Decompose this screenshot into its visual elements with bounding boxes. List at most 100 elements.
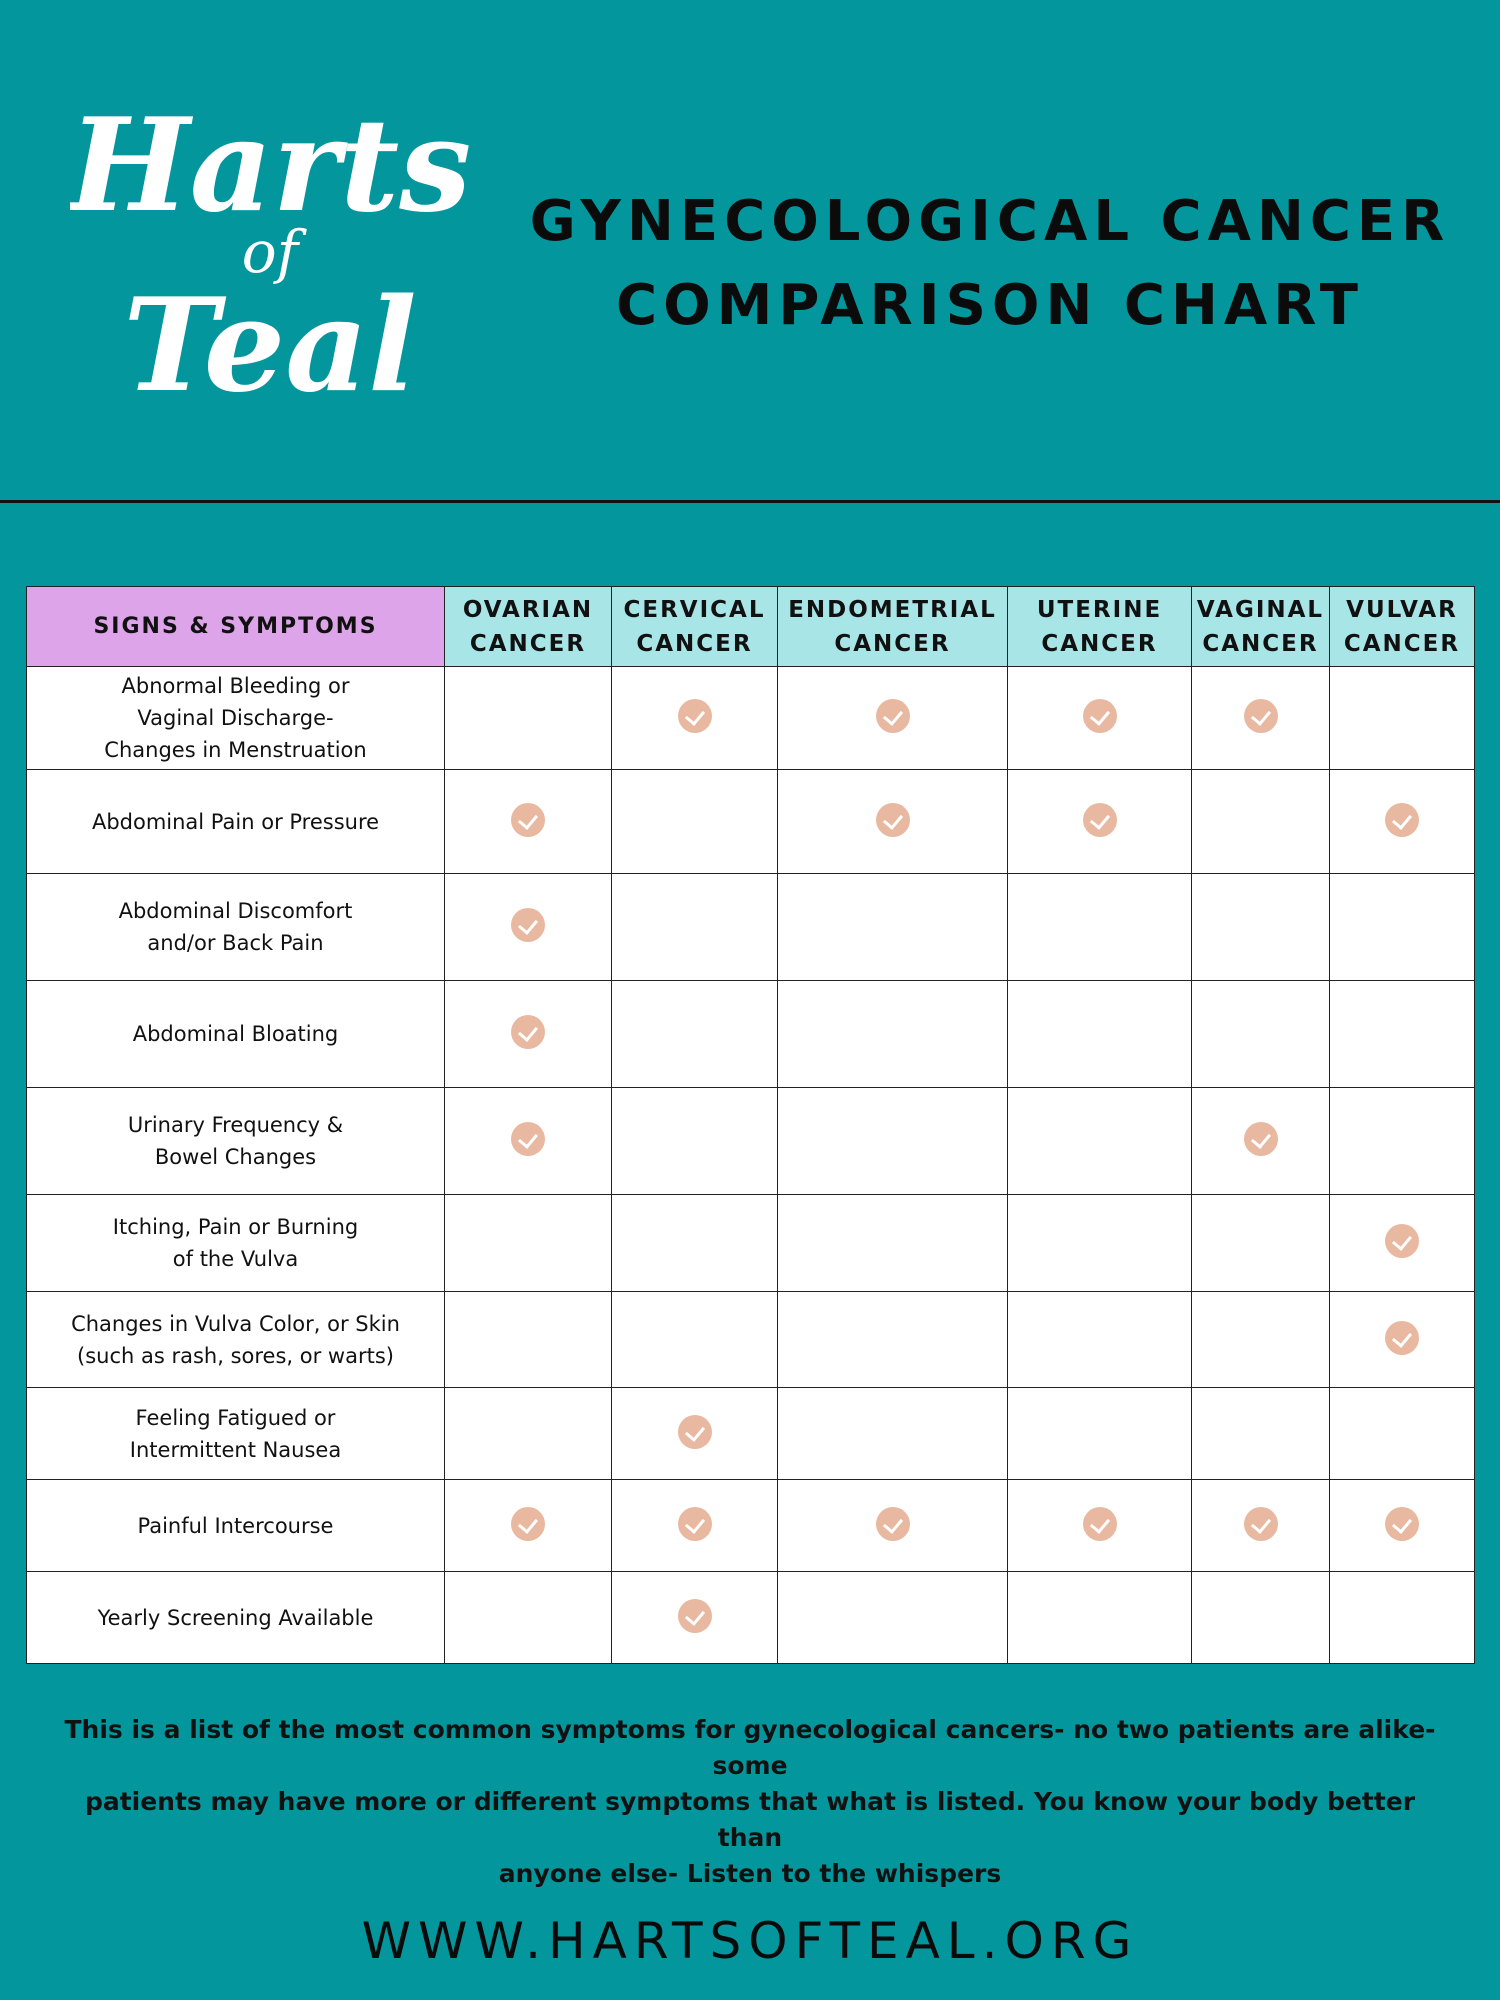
symptom-label-line: (such as rash, sores, or warts): [77, 1343, 394, 1368]
symptom-label: Abdominal Bloating: [26, 980, 445, 1088]
cell-endometrial: [777, 1194, 1008, 1292]
symptom-label-line: Abdominal Pain or Pressure: [91, 809, 380, 834]
cell-endometrial: [777, 1479, 1008, 1572]
cell-cervical: [611, 1087, 778, 1195]
cell-uterine: [1007, 666, 1192, 770]
cell-cervical: [611, 1194, 778, 1292]
logo: Harts of Teal: [70, 91, 470, 420]
symptom-label-line: Changes in Menstruation: [104, 738, 367, 762]
table-row: Painful Intercourse: [26, 1479, 1475, 1572]
symptom-label: Feeling Fatigued or Intermittent Nausea: [26, 1387, 445, 1480]
cell-endometrial: [777, 873, 1008, 981]
logo-word-1: Harts: [70, 91, 470, 241]
cell-uterine: [1007, 1291, 1192, 1388]
cell-uterine: [1007, 769, 1192, 874]
check-icon: [875, 802, 910, 837]
symptom-label: Yearly Screening Available: [26, 1571, 445, 1664]
logo-word-3: Teal: [123, 271, 417, 420]
cell-endometrial: [777, 666, 1008, 770]
cell-vulvar: [1329, 1087, 1475, 1195]
check-icon: [875, 1506, 910, 1541]
cell-vulvar: [1329, 666, 1475, 770]
cell-endometrial: [777, 1571, 1008, 1664]
symptom-label: Changes in Vulva Color, or Skin (such as …: [26, 1291, 445, 1388]
check-icon: [677, 1506, 712, 1541]
note-line-3: anyone else- Listen to the whispers: [498, 1859, 1002, 1888]
symptom-label-line: Abnormal Bleeding or: [121, 674, 350, 698]
title-line-1: GYNECOLOGICAL CANCER: [529, 189, 1451, 254]
table-row: Abdominal Pain or Pressure: [26, 769, 1475, 874]
symptom-label-line: Intermittent Nausea: [129, 1437, 342, 1462]
cell-ovarian: [444, 1194, 612, 1292]
symptom-label: Abnormal Bleeding or Vaginal Discharge- Ch…: [26, 666, 445, 770]
cell-vaginal: [1191, 769, 1330, 874]
cell-vaginal: [1191, 1087, 1330, 1195]
symptom-label: Painful Intercourse: [26, 1479, 445, 1572]
cell-ovarian: [444, 1571, 612, 1664]
comparison-table: SIGNS & SYMPTOMS OVARIAN CANCER CERVICAL C…: [26, 586, 1475, 1664]
cell-vulvar: [1329, 1194, 1475, 1292]
check-icon: [1082, 802, 1117, 837]
cell-vaginal: [1191, 1387, 1330, 1480]
check-icon: [1082, 699, 1117, 733]
symptom-label: Abdominal Discomfort and/or Back Pain: [26, 873, 445, 981]
cell-cervical: [611, 1571, 778, 1664]
table-row: Abdominal Bloating: [26, 980, 1475, 1088]
check-icon: [511, 908, 545, 942]
cell-uterine: [1007, 873, 1192, 981]
symptom-label-line: and/or Back Pain: [147, 931, 324, 955]
symptom-label-line: Itching, Pain or Burning: [112, 1215, 359, 1239]
symptom-label: Itching, Pain or Burning of the Vulva: [26, 1194, 445, 1292]
page-title: GYNECOLOGICAL CANCER COMPARISON CHART: [520, 180, 1460, 348]
website-url: WWW.HARTSOFTEAL.ORG: [361, 1912, 1139, 1970]
cell-cervical: [611, 980, 778, 1088]
header: Harts of Teal GYNECOLOGICAL CANCER COMPA…: [0, 0, 1500, 500]
symptom-label: Urinary Frequency & Bowel Changes: [26, 1087, 445, 1195]
symptom-label-line: Abdominal Discomfort: [118, 899, 353, 923]
cell-ovarian: [444, 873, 612, 981]
check-icon: [875, 699, 910, 733]
cell-vaginal: [1191, 1479, 1330, 1572]
header-uterine: UTERINE CANCER: [1007, 586, 1192, 667]
cell-cervical: [611, 1291, 778, 1388]
cell-endometrial: [777, 769, 1008, 874]
cell-vulvar: [1329, 980, 1475, 1088]
check-icon: [1385, 1320, 1419, 1355]
cell-uterine: [1007, 1194, 1192, 1292]
cell-ovarian: [444, 1387, 612, 1480]
cell-vulvar: [1329, 1291, 1475, 1388]
table-row: Abnormal Bleeding or Vaginal Discharge- Ch…: [26, 666, 1475, 770]
cell-uterine: [1007, 1479, 1192, 1572]
cell-vaginal: [1191, 666, 1330, 770]
header-cervical: CERVICAL CANCER: [611, 586, 778, 667]
symptom-label-line: Yearly Screening Available: [97, 1605, 374, 1630]
cell-ovarian: [444, 666, 612, 770]
cell-vulvar: [1329, 1479, 1475, 1572]
symptom-label-line: Abdominal Bloating: [132, 1022, 339, 1046]
symptom-label-line: Feeling Fatigued or: [135, 1405, 336, 1430]
check-icon: [511, 802, 545, 837]
cell-uterine: [1007, 1387, 1192, 1480]
header-endometrial: ENDOMETRIAL CANCER: [777, 586, 1008, 667]
table-row: Abdominal Discomfort and/or Back Pain: [26, 873, 1475, 981]
cell-cervical: [611, 769, 778, 874]
cell-cervical: [611, 1387, 778, 1480]
cell-uterine: [1007, 980, 1192, 1088]
table-header-row: SIGNS & SYMPTOMS OVARIAN CANCER CERVICAL C…: [26, 586, 1475, 667]
cell-cervical: [611, 1479, 778, 1572]
cell-endometrial: [777, 1087, 1008, 1195]
check-icon: [677, 1414, 712, 1449]
title-line-2: COMPARISON CHART: [615, 273, 1365, 338]
note-line-2: patients may have more or different symp…: [84, 1787, 1416, 1852]
check-icon: [1082, 1506, 1117, 1541]
header-ovarian: OVARIAN CANCER: [444, 586, 612, 667]
check-icon: [1243, 699, 1278, 733]
cell-vulvar: [1329, 769, 1475, 874]
symptom-label-line: of the Vulva: [172, 1247, 299, 1271]
table-row: Yearly Screening Available: [26, 1571, 1475, 1664]
note-line-1: This is a list of the most common sympto…: [64, 1715, 1436, 1780]
symptom-label: Abdominal Pain or Pressure: [26, 769, 445, 874]
cell-vulvar: [1329, 873, 1475, 981]
cell-uterine: [1007, 1571, 1192, 1664]
check-icon: [511, 1015, 545, 1049]
